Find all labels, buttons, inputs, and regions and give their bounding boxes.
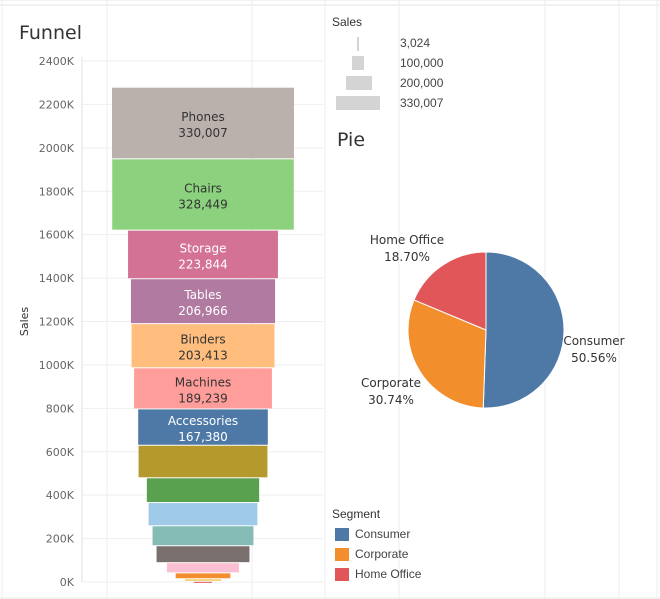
- funnel-segment: [131, 324, 275, 368]
- segment-value-label: 206,966: [178, 304, 228, 318]
- size-legend-label: 200,000: [400, 76, 444, 90]
- y-tick-label: 2400K: [39, 55, 75, 68]
- size-legend-label: 330,007: [400, 96, 444, 110]
- segment-name-label: Binders: [180, 333, 225, 347]
- segment-value-label: 203,413: [178, 349, 228, 363]
- size-legend-label: 100,000: [400, 56, 444, 70]
- y-tick-label: 1200K: [39, 316, 75, 329]
- funnel-segment: [184, 579, 222, 581]
- legend-label: Corporate: [355, 547, 409, 561]
- y-tick-label: 1600K: [39, 229, 75, 242]
- pie-slice: [413, 251, 487, 331]
- funnel-segment: [152, 526, 254, 546]
- pie-slice-label: Home Office: [370, 233, 444, 247]
- legend-swatch: [335, 568, 349, 581]
- y-tick-label: 1000K: [39, 359, 75, 372]
- segment-legend-title: Segment: [332, 507, 381, 521]
- legend-item-consumer[interactable]: Consumer: [335, 527, 465, 543]
- pie-slice: [407, 299, 487, 409]
- size-legend: Sales 3,024 100,000 200,000 330,007: [332, 15, 462, 115]
- funnel-segment: [146, 478, 260, 503]
- funnel-segment: [193, 581, 213, 583]
- legend-swatch: [335, 528, 349, 541]
- size-legend-bar: [352, 56, 364, 70]
- legend-label: Home Office: [355, 567, 422, 581]
- funnel-segment: [134, 368, 272, 409]
- segment-name-label: Tables: [183, 288, 221, 302]
- size-legend-bar: [336, 96, 380, 110]
- y-axis-label: Sales: [18, 307, 31, 337]
- segment-name-label: Storage: [180, 241, 227, 255]
- size-legend-bar: [346, 76, 372, 90]
- legend-swatch: [335, 548, 349, 561]
- pie-chart: Consumer 50.56% Corporate 30.74% Home Office…: [361, 233, 625, 409]
- size-legend-item: 3,024: [332, 36, 462, 54]
- size-legend-label: 3,024: [400, 36, 431, 50]
- funnel-title: Funnel: [19, 22, 82, 44]
- y-tick-label: 1800K: [39, 185, 75, 198]
- y-tick-label: 200K: [46, 533, 75, 546]
- funnel-segment: [175, 573, 231, 579]
- segment-value-label: 328,449: [178, 197, 228, 211]
- y-tick-label: 0K: [60, 576, 75, 589]
- funnel-segment: [138, 409, 268, 445]
- pie-slice-percent: 18.70%: [384, 250, 430, 264]
- segment-name-label: Machines: [175, 375, 231, 389]
- segment-name-label: Chairs: [184, 181, 222, 195]
- legend-item-corporate[interactable]: Corporate: [335, 547, 465, 563]
- segment-value-label: 223,844: [178, 257, 228, 271]
- funnel-segment: [112, 159, 294, 230]
- funnel-segment: [112, 87, 294, 159]
- size-legend-item: 330,007: [332, 96, 462, 114]
- legend-label: Consumer: [355, 527, 411, 541]
- y-tick-label: 2200K: [39, 98, 75, 111]
- pie-slice-label: Corporate: [361, 376, 421, 390]
- y-tick-label: 800K: [46, 402, 75, 415]
- y-tick-label: 1400K: [39, 272, 75, 285]
- y-tick-label: 2000K: [39, 142, 75, 155]
- pie-title: Pie: [337, 129, 366, 151]
- funnel-segment: [130, 279, 276, 324]
- segment-value-label: 167,380: [178, 430, 228, 444]
- pie-slice: [482, 251, 565, 409]
- segment-name-label: Accessories: [168, 414, 238, 428]
- segment-value-label: 189,239: [178, 391, 228, 405]
- size-legend-item: 100,000: [332, 56, 462, 74]
- legend-item-home-office[interactable]: Home Office: [335, 567, 465, 583]
- y-tick-label: 600K: [46, 446, 75, 459]
- funnel-segment: [166, 563, 240, 573]
- funnel-chart: 0K 200K 400K 600K 800K 1000K 1200K 1400K 1600K 18…: [18, 55, 323, 589]
- funnel-segment: [128, 230, 278, 279]
- pie-slice-percent: 30.74%: [368, 393, 414, 407]
- size-legend-item: 200,000: [332, 76, 462, 94]
- funnel-segment: [148, 503, 258, 526]
- segment-value-label: 330,007: [178, 126, 228, 140]
- size-legend-bar: [357, 37, 359, 51]
- segment-name-label: Phones: [181, 110, 224, 124]
- size-legend-title: Sales: [332, 15, 363, 29]
- pie-slice-percent: 50.56%: [571, 351, 617, 365]
- pie-slice-label: Consumer: [563, 334, 624, 348]
- funnel-segment: [138, 445, 268, 478]
- segment-legend: Segment Consumer Corporate Home Office: [332, 507, 472, 587]
- y-tick-label: 400K: [46, 489, 75, 502]
- funnel-segment: [156, 546, 250, 563]
